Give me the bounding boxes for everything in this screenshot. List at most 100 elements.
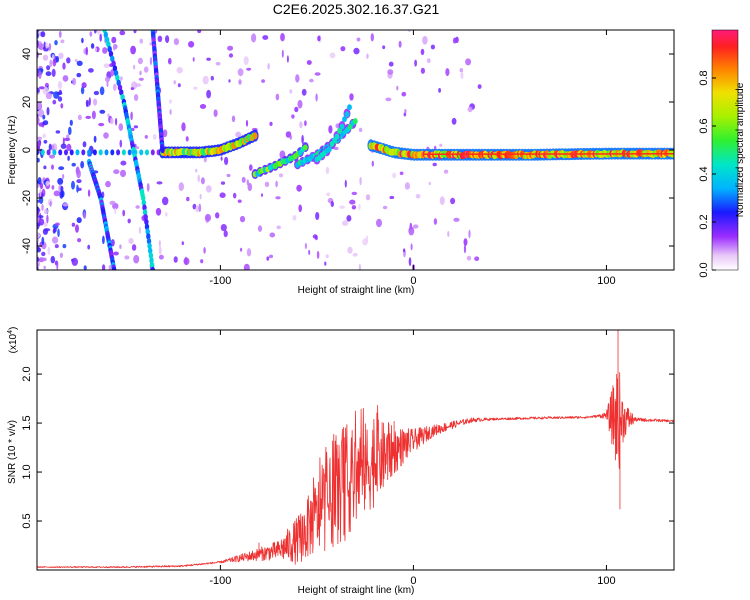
spectrogram-track-mark bbox=[143, 214, 148, 221]
spectrogram-track-mark bbox=[148, 247, 153, 254]
spectrogram-noise-blob bbox=[186, 196, 190, 202]
spectrogram-noise-blob bbox=[447, 231, 450, 237]
spectrogram-noise-blob bbox=[52, 54, 55, 60]
snr-x-label: Height of straight line (km) bbox=[298, 585, 415, 596]
spectrogram-noise-blob bbox=[195, 168, 198, 173]
spectrogram-x-tick-label: 100 bbox=[597, 275, 615, 287]
spectrogram-noise-blob bbox=[289, 134, 292, 140]
spectrogram-noise-blob bbox=[220, 224, 227, 232]
snr-y-ticks: 0.5 1.0 1.5 2.0 bbox=[21, 366, 674, 529]
spectrogram-noise-blob bbox=[192, 203, 197, 210]
spectrogram-noise-blob bbox=[58, 89, 62, 95]
spectrogram-noise-blob bbox=[157, 35, 163, 42]
spectrogram-noise-blob bbox=[176, 67, 183, 74]
spectrogram-noise-blob bbox=[219, 192, 226, 198]
spectrogram-noise-blob bbox=[62, 244, 67, 249]
spectrogram-noise-blob bbox=[301, 88, 307, 96]
spectrogram-noise-blob bbox=[329, 52, 336, 59]
spectrogram-track-mark bbox=[112, 266, 117, 270]
spectrogram-noise-blob bbox=[203, 156, 207, 163]
spectrogram-noise-blob bbox=[118, 123, 124, 131]
spectrogram-noise-blob bbox=[98, 122, 105, 127]
spectrogram-noise-blob bbox=[43, 208, 49, 215]
spectrogram-noise-blob bbox=[275, 180, 278, 188]
spectrogram-noise-blob bbox=[241, 176, 246, 183]
spectrogram-noise-blob bbox=[192, 57, 195, 62]
spectrogram-noise-blob bbox=[460, 71, 464, 80]
spectrogram-noise-blob bbox=[292, 215, 297, 221]
spectrogram-noise-blob bbox=[76, 179, 82, 184]
spectrogram-noise-blob bbox=[389, 195, 395, 200]
spectrogram-noise-blob bbox=[81, 37, 84, 44]
spectrogram-noise-blob bbox=[309, 78, 314, 83]
spectrogram-noise-blob bbox=[138, 77, 144, 81]
spectrogram-noise-blob bbox=[198, 203, 202, 213]
spectrogram-track-mark bbox=[103, 31, 109, 38]
spectrogram-noise-blob bbox=[246, 248, 252, 257]
colorbar-tick-label: 0.6 bbox=[698, 118, 710, 133]
spectrogram-carrier-core bbox=[423, 153, 674, 156]
spectrogram-noise-blob bbox=[119, 139, 123, 148]
colorbar: 0.0 0.2 0.4 0.6 0.8 Normalized spectral ampl… bbox=[698, 29, 746, 278]
spectrogram-noise-blob bbox=[120, 76, 123, 81]
spectrogram-noise-blob bbox=[169, 109, 172, 115]
spectrogram-noise-blob bbox=[77, 238, 82, 243]
spectrogram-noise-blob bbox=[71, 180, 75, 190]
spectrogram-noise-blob bbox=[414, 59, 417, 67]
spectrogram-zero-streak bbox=[75, 149, 80, 156]
spectrogram-noise-blob bbox=[237, 199, 242, 203]
spectrogram-noise-blob bbox=[37, 136, 43, 141]
spectrogram-track-mark bbox=[347, 104, 352, 111]
spectrogram-noise-blob bbox=[463, 238, 468, 246]
spectrogram-noise-blob bbox=[90, 43, 95, 49]
spectrogram-noise-blob bbox=[42, 133, 46, 139]
spectrogram-track-mark bbox=[150, 262, 155, 269]
spectrogram-noise-blob bbox=[107, 113, 110, 118]
spectrogram-noise-blob bbox=[280, 33, 285, 42]
spectrogram-noise-blob bbox=[66, 143, 72, 151]
spectrogram-noise-blob bbox=[410, 243, 413, 251]
spectrogram-zero-streak bbox=[81, 149, 86, 156]
spectrogram-noise-blob bbox=[385, 97, 392, 102]
colorbar-tick-label: 0.4 bbox=[698, 166, 710, 181]
spectrogram-noise-blob bbox=[103, 63, 110, 68]
spectrogram-y-tick-label: -20 bbox=[21, 190, 33, 206]
spectrogram-noise-blob bbox=[168, 99, 173, 104]
spectrogram-noise-blob bbox=[71, 162, 76, 167]
spectrogram-noise-blob bbox=[51, 68, 56, 77]
spectrogram-track-mark bbox=[106, 41, 111, 48]
spectrogram-noise-blob bbox=[93, 90, 100, 96]
spectrogram-x-label: Height of straight line (km) bbox=[298, 285, 415, 296]
spectrogram-y-tick-label: 20 bbox=[21, 96, 33, 108]
spectrogram-y-ticks: -40 -20 0 20 40 bbox=[21, 48, 674, 254]
spectrogram-noise-blob bbox=[344, 179, 347, 188]
spectrogram-noise-blob bbox=[173, 256, 178, 263]
spectrogram-noise-blob bbox=[37, 232, 41, 239]
spectrogram-noise-blob bbox=[45, 71, 52, 77]
spectrogram-noise-blob bbox=[37, 157, 40, 163]
spectrogram-noise-blob bbox=[299, 121, 303, 129]
spectrogram-noise-blob bbox=[195, 205, 199, 213]
spectrogram-noise-blob bbox=[137, 57, 143, 65]
spectrogram-y-tick-label: -40 bbox=[21, 238, 33, 254]
colorbar-tick-label: 0.8 bbox=[698, 70, 710, 85]
spectrogram-noise-blob bbox=[213, 109, 218, 117]
spectrogram-noise-blob bbox=[45, 92, 53, 100]
spectrogram-noise-blob bbox=[269, 121, 273, 126]
spectrogram-noise-blob bbox=[53, 227, 57, 233]
spectrogram-noise-blob bbox=[243, 56, 249, 66]
spectrogram-track-mark bbox=[120, 94, 125, 101]
snr-frame bbox=[36, 329, 675, 571]
spectrogram-noise-blob bbox=[133, 30, 137, 34]
spectrogram-noise-blob bbox=[130, 87, 135, 91]
spectrogram-noise-blob bbox=[245, 119, 249, 127]
spectrogram-noise-blob bbox=[143, 66, 149, 73]
spectrogram-noise-blob bbox=[55, 56, 60, 63]
spectrogram-noise-blob bbox=[43, 265, 46, 270]
spectrogram-noise-blob bbox=[91, 110, 96, 120]
spectrogram-noise-blob bbox=[349, 93, 354, 101]
spectrogram-noise-blob bbox=[113, 44, 116, 51]
spectrogram-noise-blob bbox=[80, 86, 85, 95]
spectrogram-noise-blob bbox=[45, 42, 49, 49]
spectrogram-noise-blob bbox=[349, 199, 356, 205]
